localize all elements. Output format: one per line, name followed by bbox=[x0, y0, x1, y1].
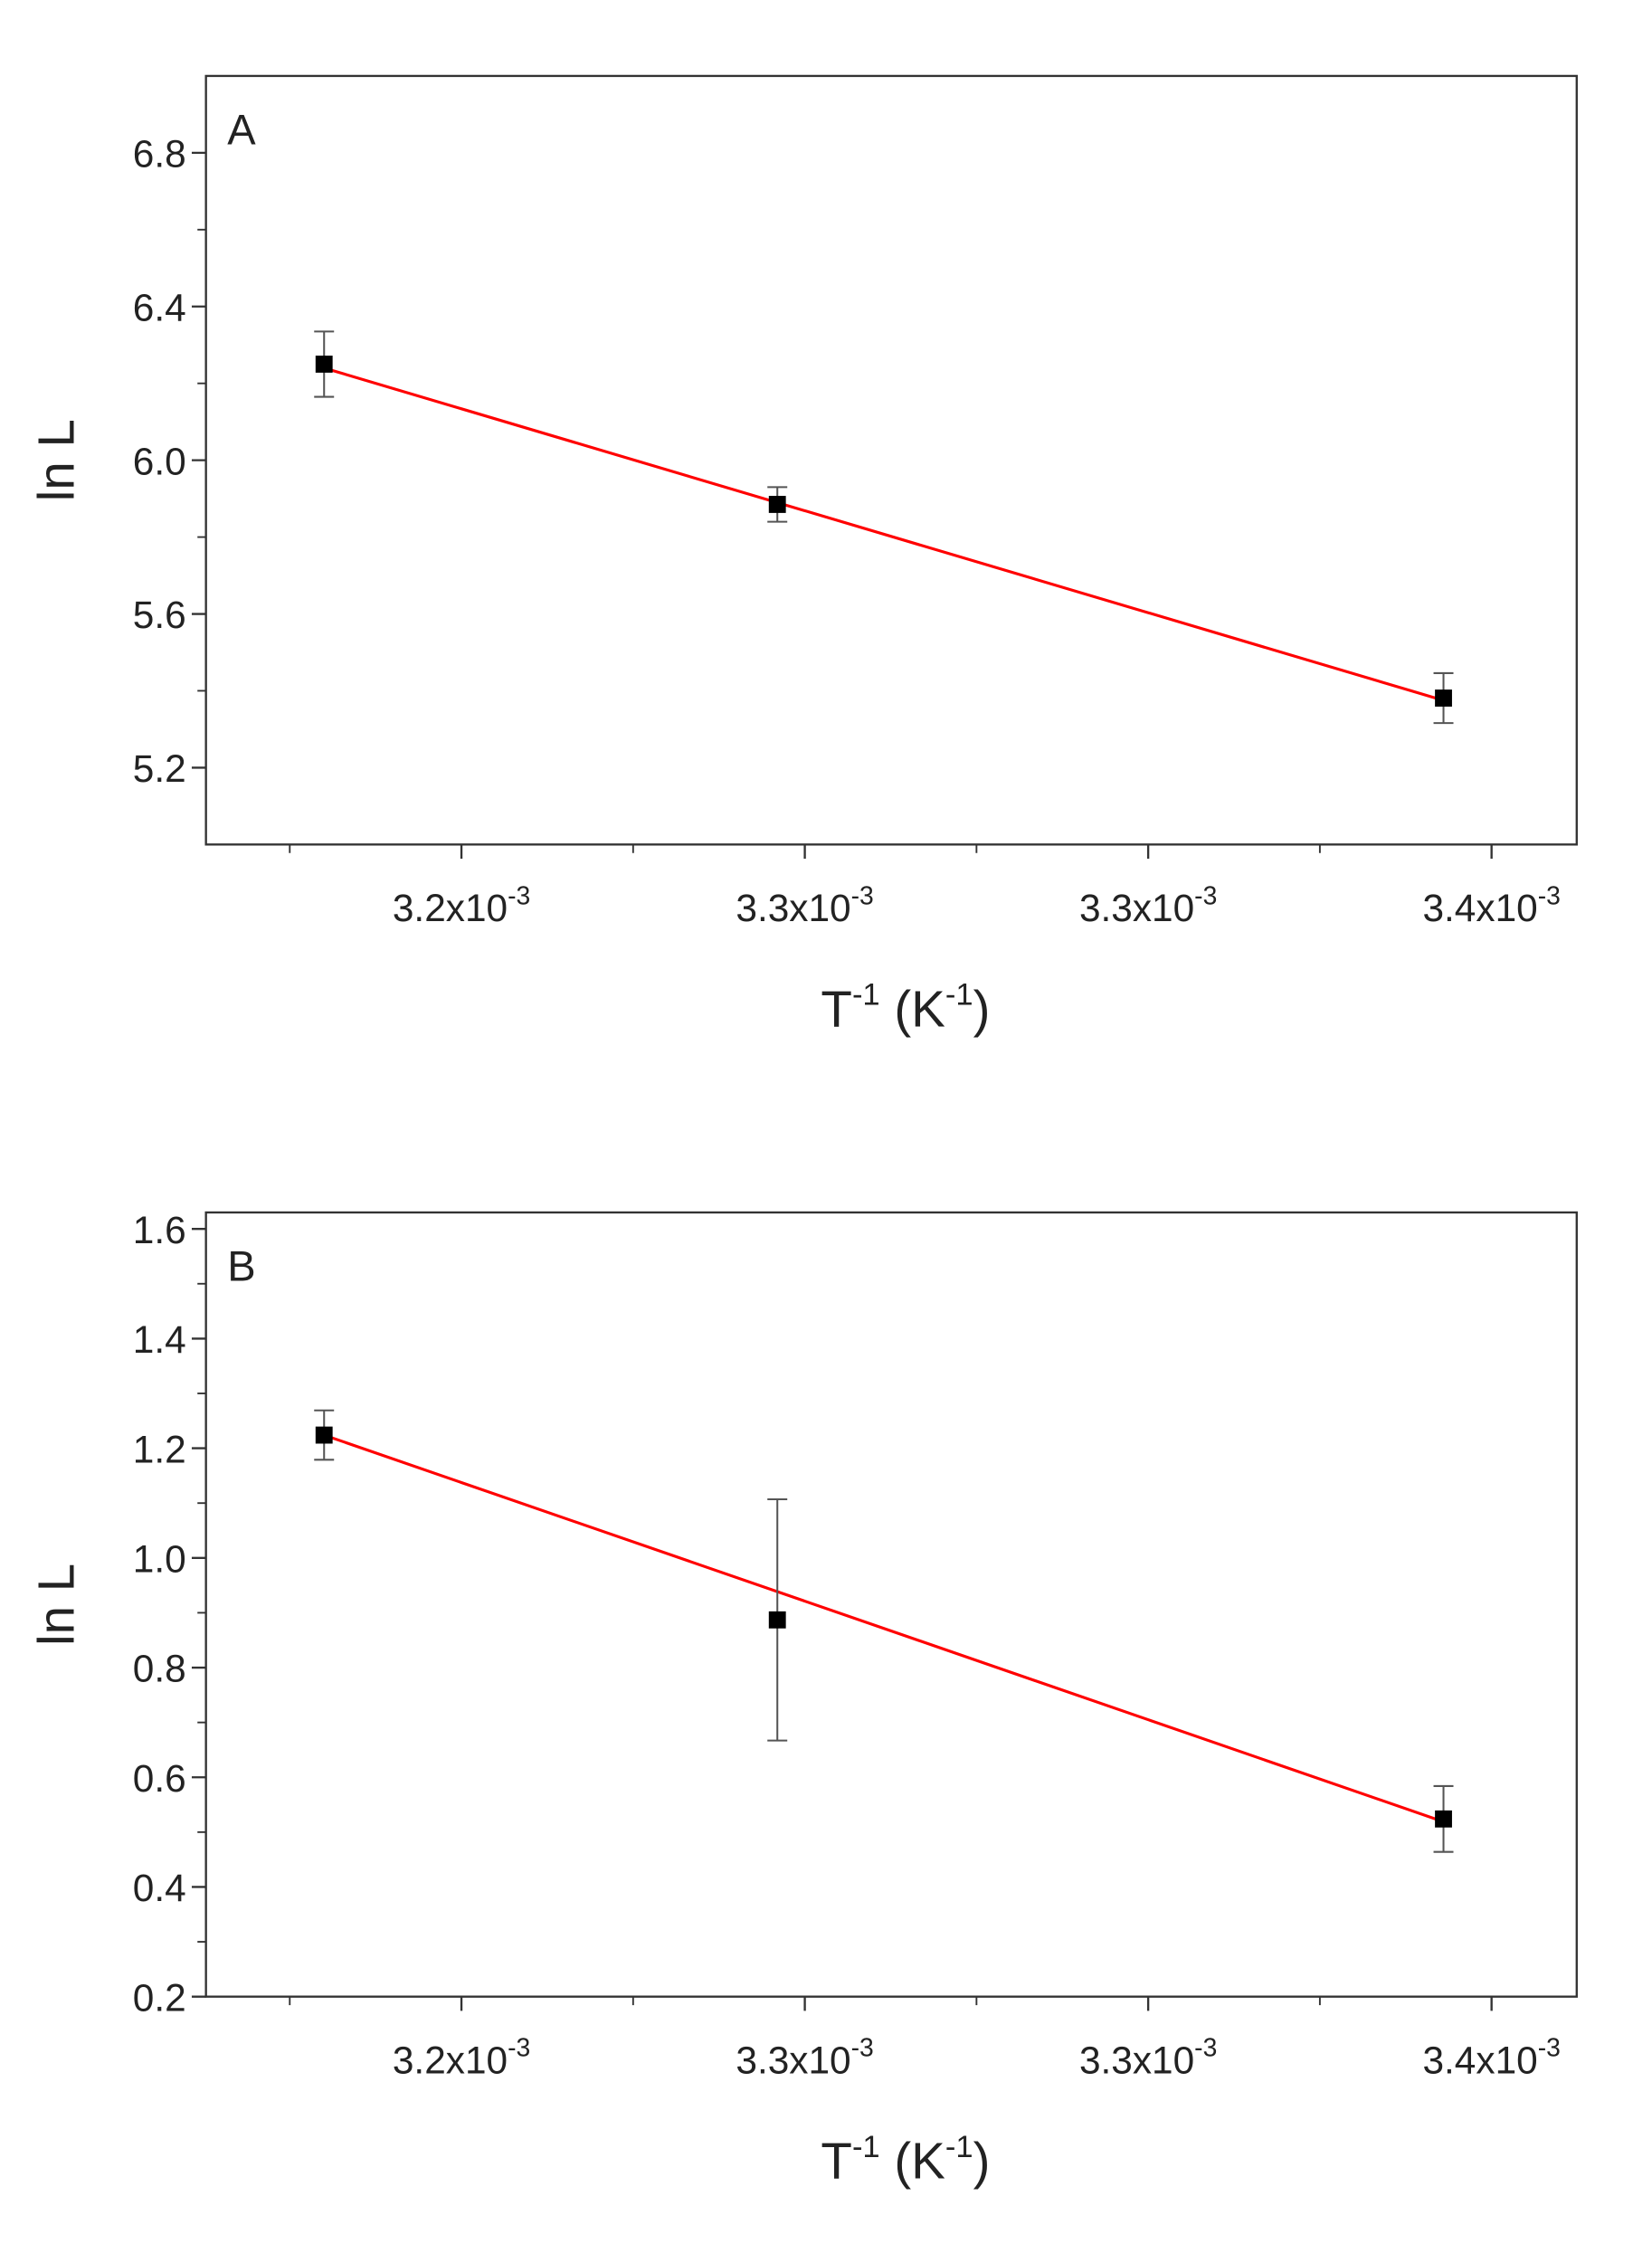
x-axis-label-sup: -1 bbox=[945, 978, 973, 1012]
data-point bbox=[315, 1426, 333, 1444]
x-tick-label-base: 3.3x10 bbox=[736, 887, 850, 929]
x-tick-label-base: 3.3x10 bbox=[736, 2039, 850, 2081]
x-tick-label-sup: -3 bbox=[1538, 880, 1561, 909]
x-axis-label-part: (K bbox=[880, 2133, 946, 2190]
x-tick-label-base: 3.4x10 bbox=[1422, 2039, 1537, 2081]
fit-line bbox=[323, 366, 1444, 702]
x-tick-label: 3.3x10-3 bbox=[1079, 2033, 1217, 2082]
x-tick-label-sup: -3 bbox=[508, 880, 530, 909]
y-tick-label: 5.2 bbox=[133, 747, 186, 790]
x-axis-label-part: T bbox=[821, 980, 852, 1037]
y-tick-label: 0.8 bbox=[133, 1648, 186, 1690]
data-point bbox=[1435, 689, 1452, 707]
x-tick-label-base: 3.3x10 bbox=[1079, 2039, 1194, 2081]
fit-line bbox=[323, 1433, 1445, 1823]
x-tick-label: 3.3x10-3 bbox=[1079, 880, 1217, 929]
x-tick-label: 3.4x10-3 bbox=[1422, 2033, 1560, 2082]
y-axis-label: ln L bbox=[28, 419, 85, 501]
x-tick-label-base: 3.3x10 bbox=[1079, 887, 1194, 929]
x-axis-label-part: ) bbox=[973, 980, 991, 1037]
x-axis-label-part: ) bbox=[973, 2133, 991, 2190]
x-axis-label-sup: -1 bbox=[945, 2130, 973, 2164]
y-tick-label: 0.4 bbox=[133, 1867, 186, 1909]
y-tick-label: 1.0 bbox=[133, 1538, 186, 1581]
y-tick-label: 1.4 bbox=[133, 1318, 186, 1361]
data-point bbox=[768, 1611, 786, 1629]
x-axis-label-sup: -1 bbox=[852, 978, 880, 1012]
y-tick-label: 6.0 bbox=[133, 440, 186, 482]
x-axis-label: T-1 (K-1) bbox=[821, 978, 990, 1038]
x-tick-label-sup: -3 bbox=[1194, 2033, 1217, 2062]
x-tick-label-sup: -3 bbox=[851, 880, 874, 909]
x-tick-label: 3.3x10-3 bbox=[736, 2033, 873, 2082]
y-axis-label: ln L bbox=[28, 1564, 85, 1646]
x-tick-label-sup: -3 bbox=[1194, 880, 1217, 909]
x-tick-label-base: 3.2x10 bbox=[393, 2039, 508, 2081]
x-tick-label: 3.2x10-3 bbox=[393, 2033, 530, 2082]
x-axis-label-sup: -1 bbox=[852, 2130, 880, 2164]
y-tick-label: 6.8 bbox=[133, 133, 186, 176]
x-axis-label-part: T bbox=[821, 2133, 852, 2190]
y-tick-label: 6.4 bbox=[133, 286, 186, 328]
x-tick-label-base: 3.2x10 bbox=[393, 887, 508, 929]
x-tick-label-sup: -3 bbox=[508, 2033, 530, 2062]
data-point bbox=[768, 496, 786, 513]
x-tick-label: 3.2x10-3 bbox=[393, 880, 530, 929]
y-tick-label: 0.6 bbox=[133, 1757, 186, 1800]
y-tick-label: 5.6 bbox=[133, 594, 186, 636]
plot-frame bbox=[204, 1211, 1578, 1998]
x-tick-label-base: 3.4x10 bbox=[1422, 887, 1537, 929]
x-tick-label: 3.3x10-3 bbox=[736, 880, 873, 929]
x-tick-label-sup: -3 bbox=[851, 2033, 874, 2062]
y-tick-label: 1.6 bbox=[133, 1209, 186, 1251]
x-tick-label: 3.4x10-3 bbox=[1422, 880, 1560, 929]
data-point bbox=[1435, 1810, 1452, 1828]
data-point bbox=[315, 356, 333, 373]
panel-label: A bbox=[227, 105, 256, 153]
y-tick-label: 0.2 bbox=[133, 1976, 186, 2019]
x-axis-label-part: (K bbox=[880, 980, 946, 1037]
panel-label: B bbox=[227, 1241, 255, 1289]
x-tick-label-sup: -3 bbox=[1538, 2033, 1561, 2062]
x-axis-label: T-1 (K-1) bbox=[821, 2130, 990, 2190]
plot-frame bbox=[204, 74, 1578, 846]
y-tick-label: 1.2 bbox=[133, 1428, 186, 1470]
